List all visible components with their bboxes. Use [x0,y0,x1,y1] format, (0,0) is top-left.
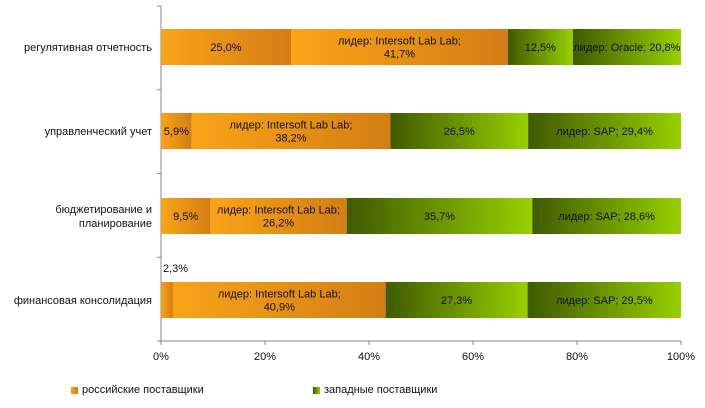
data-label: 2,3% [163,263,188,275]
data-label: лидер: Intersoft Lab Lab; 40,9% [218,289,341,314]
bar-segment [507,29,573,65]
data-label: лидер: Intersoft Lab Lab; 38,2% [230,120,353,145]
bar-segment [385,282,528,318]
legend-swatch-western [313,386,320,394]
category-label: управленческий учет [45,126,152,138]
data-label: 25,0% [210,42,241,54]
x-tick-label: 80% [566,351,588,363]
data-label: 27,3% [441,295,472,307]
x-tick-label: 20% [254,351,276,363]
data-label: 9,5% [173,211,198,223]
data-label: лидер: Oracle; 20,8% [573,42,680,54]
legend-item-russian: российские поставщики [71,384,204,396]
bar-segment [161,113,192,149]
bar-segment [532,198,681,234]
bar-segment [346,198,533,234]
bar-segment [191,113,391,149]
data-label: лидер: Intersoft Lab Lab; 41,7% [338,36,461,61]
data-label: лидер: SAP; 29,4% [556,126,653,138]
category-label: бюджетирование и планирование [55,204,152,230]
x-tick-label: 40% [358,351,380,363]
legend-swatch-russian [71,386,78,394]
bar-segment [161,282,173,318]
bar-segment [161,29,291,65]
x-tick-label: 0% [153,351,169,363]
bar-segment [291,29,508,65]
data-label: лидер: SAP; 29,5% [556,295,653,307]
category-label: финансовая консолидация [14,295,152,307]
bar-segment [572,29,681,65]
legend-label-russian: российские поставщики [82,384,204,396]
x-tick-label: 60% [462,351,484,363]
bar-segment [390,113,529,149]
data-label: 35,7% [424,211,455,223]
x-tick-label: 100% [667,351,695,363]
category-label: регулятивная отчетность [24,42,152,54]
data-label: лидер: Intersoft Lab Lab; 26,2% [217,205,340,230]
data-label: 5,9% [164,126,189,138]
bar-segment [528,113,681,149]
bar-segment [161,198,211,234]
data-label: лидер: SAP; 28,6% [558,211,655,223]
bar-segment [210,198,347,234]
legend-label-western: западные поставщики [324,384,438,396]
data-label: 12,5% [525,42,556,54]
bar-segment [172,282,386,318]
bar-segment [527,282,681,318]
legend-item-western: западные поставщики [313,384,437,396]
data-label: 26,5% [444,126,475,138]
